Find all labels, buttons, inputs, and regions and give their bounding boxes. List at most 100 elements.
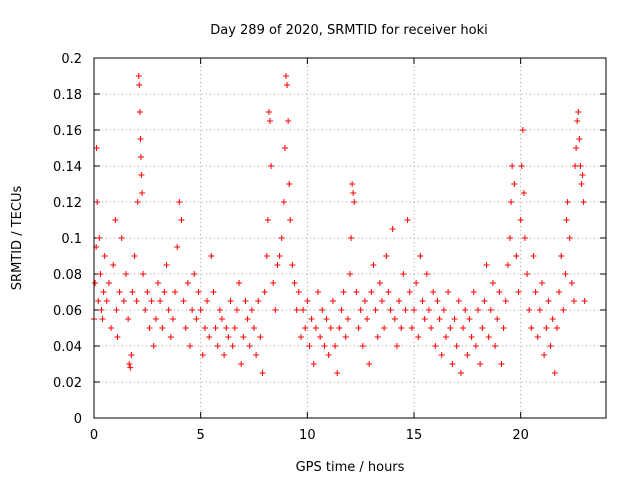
data-point [580, 199, 587, 205]
data-point [285, 118, 292, 124]
data-point [381, 325, 388, 331]
data-point [425, 307, 432, 313]
data-point [534, 334, 541, 340]
data-point [518, 163, 525, 169]
data-point [113, 307, 120, 313]
data-point [321, 343, 328, 349]
data-point [344, 316, 351, 322]
x-axis-label: GPS time / hours [296, 460, 405, 475]
data-point [100, 289, 107, 295]
data-point [270, 280, 277, 286]
data-point [93, 145, 100, 151]
data-point [137, 136, 144, 142]
data-point [402, 307, 409, 313]
data-point [105, 280, 112, 286]
data-point [470, 289, 477, 295]
data-point [351, 199, 358, 205]
data-point [274, 262, 281, 268]
data-point [221, 352, 228, 358]
data-point [539, 280, 545, 286]
data-point [127, 364, 134, 371]
data-point [263, 253, 270, 259]
data-point [419, 298, 426, 304]
data-point [286, 181, 293, 187]
data-point [278, 235, 285, 241]
data-point [264, 217, 271, 223]
data-point [374, 334, 381, 340]
data-point [191, 271, 198, 277]
data-point [251, 325, 257, 331]
data-point [325, 352, 332, 358]
data-point [372, 307, 379, 313]
data-point [103, 298, 110, 304]
data-point [182, 325, 189, 331]
y-tick-label: 0.18 [53, 88, 82, 103]
data-point [201, 325, 208, 331]
data-point [140, 271, 147, 277]
x-tick-label: 15 [406, 428, 423, 443]
data-point [133, 298, 140, 304]
data-point [231, 325, 238, 331]
data-point [184, 280, 191, 286]
data-point [520, 190, 527, 196]
data-point [507, 235, 513, 241]
data-point [568, 280, 575, 286]
data-point [289, 262, 296, 268]
data-point [293, 307, 300, 313]
data-point [551, 370, 558, 376]
data-point [430, 289, 437, 295]
plot-frame [93, 57, 607, 419]
data-point [564, 199, 571, 205]
data-point [364, 316, 371, 322]
data-point [135, 73, 142, 79]
data-point [114, 334, 121, 340]
data-point [146, 325, 153, 331]
data-point [131, 253, 138, 259]
data-point [261, 289, 268, 295]
data-point [178, 217, 185, 223]
data-point [571, 298, 577, 304]
data-point [195, 289, 202, 295]
data-point [225, 334, 232, 340]
data-point [438, 352, 445, 358]
data-point [210, 289, 217, 295]
data-point [255, 298, 262, 304]
data-point [357, 307, 364, 313]
data-point [379, 298, 385, 304]
data-point [359, 343, 366, 349]
data-point [393, 343, 400, 349]
data-point [99, 316, 106, 322]
data-point [276, 253, 283, 259]
data-point [545, 298, 552, 304]
data-point [138, 172, 145, 178]
data-point [404, 217, 411, 223]
data-point [327, 325, 334, 331]
data-point [219, 316, 225, 322]
data-point [304, 298, 311, 304]
data-point [462, 307, 469, 313]
data-point [174, 244, 181, 250]
data-point [308, 316, 315, 322]
data-point [536, 307, 543, 313]
data-point [329, 298, 336, 304]
data-point [466, 316, 473, 322]
data-point [98, 307, 105, 313]
data-point [421, 316, 428, 322]
data-point [315, 289, 321, 295]
data-point [157, 298, 164, 304]
data-point [253, 352, 260, 358]
x-tick-label: 5 [197, 428, 205, 443]
data-point [370, 262, 377, 268]
data-point [578, 181, 585, 187]
data-point [413, 280, 420, 286]
data-point [208, 253, 215, 259]
data-point [406, 289, 413, 295]
data-point [440, 307, 447, 313]
data-point [187, 343, 193, 349]
data-point [176, 199, 183, 205]
data-point [368, 289, 375, 295]
data-point [310, 361, 317, 367]
data-point [150, 343, 157, 349]
data-point [464, 352, 471, 358]
data-point [287, 217, 294, 223]
